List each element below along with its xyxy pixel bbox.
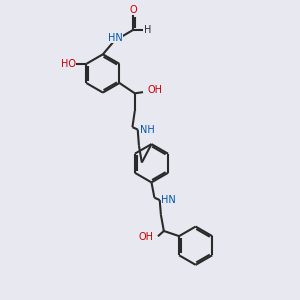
Text: H: H (144, 25, 151, 35)
Text: HO: HO (61, 58, 76, 69)
Text: HN: HN (161, 195, 176, 205)
Text: O: O (129, 5, 137, 15)
Text: HN: HN (108, 32, 123, 43)
Text: NH: NH (140, 125, 154, 135)
Text: OH: OH (147, 85, 162, 95)
Text: OH: OH (139, 232, 154, 242)
